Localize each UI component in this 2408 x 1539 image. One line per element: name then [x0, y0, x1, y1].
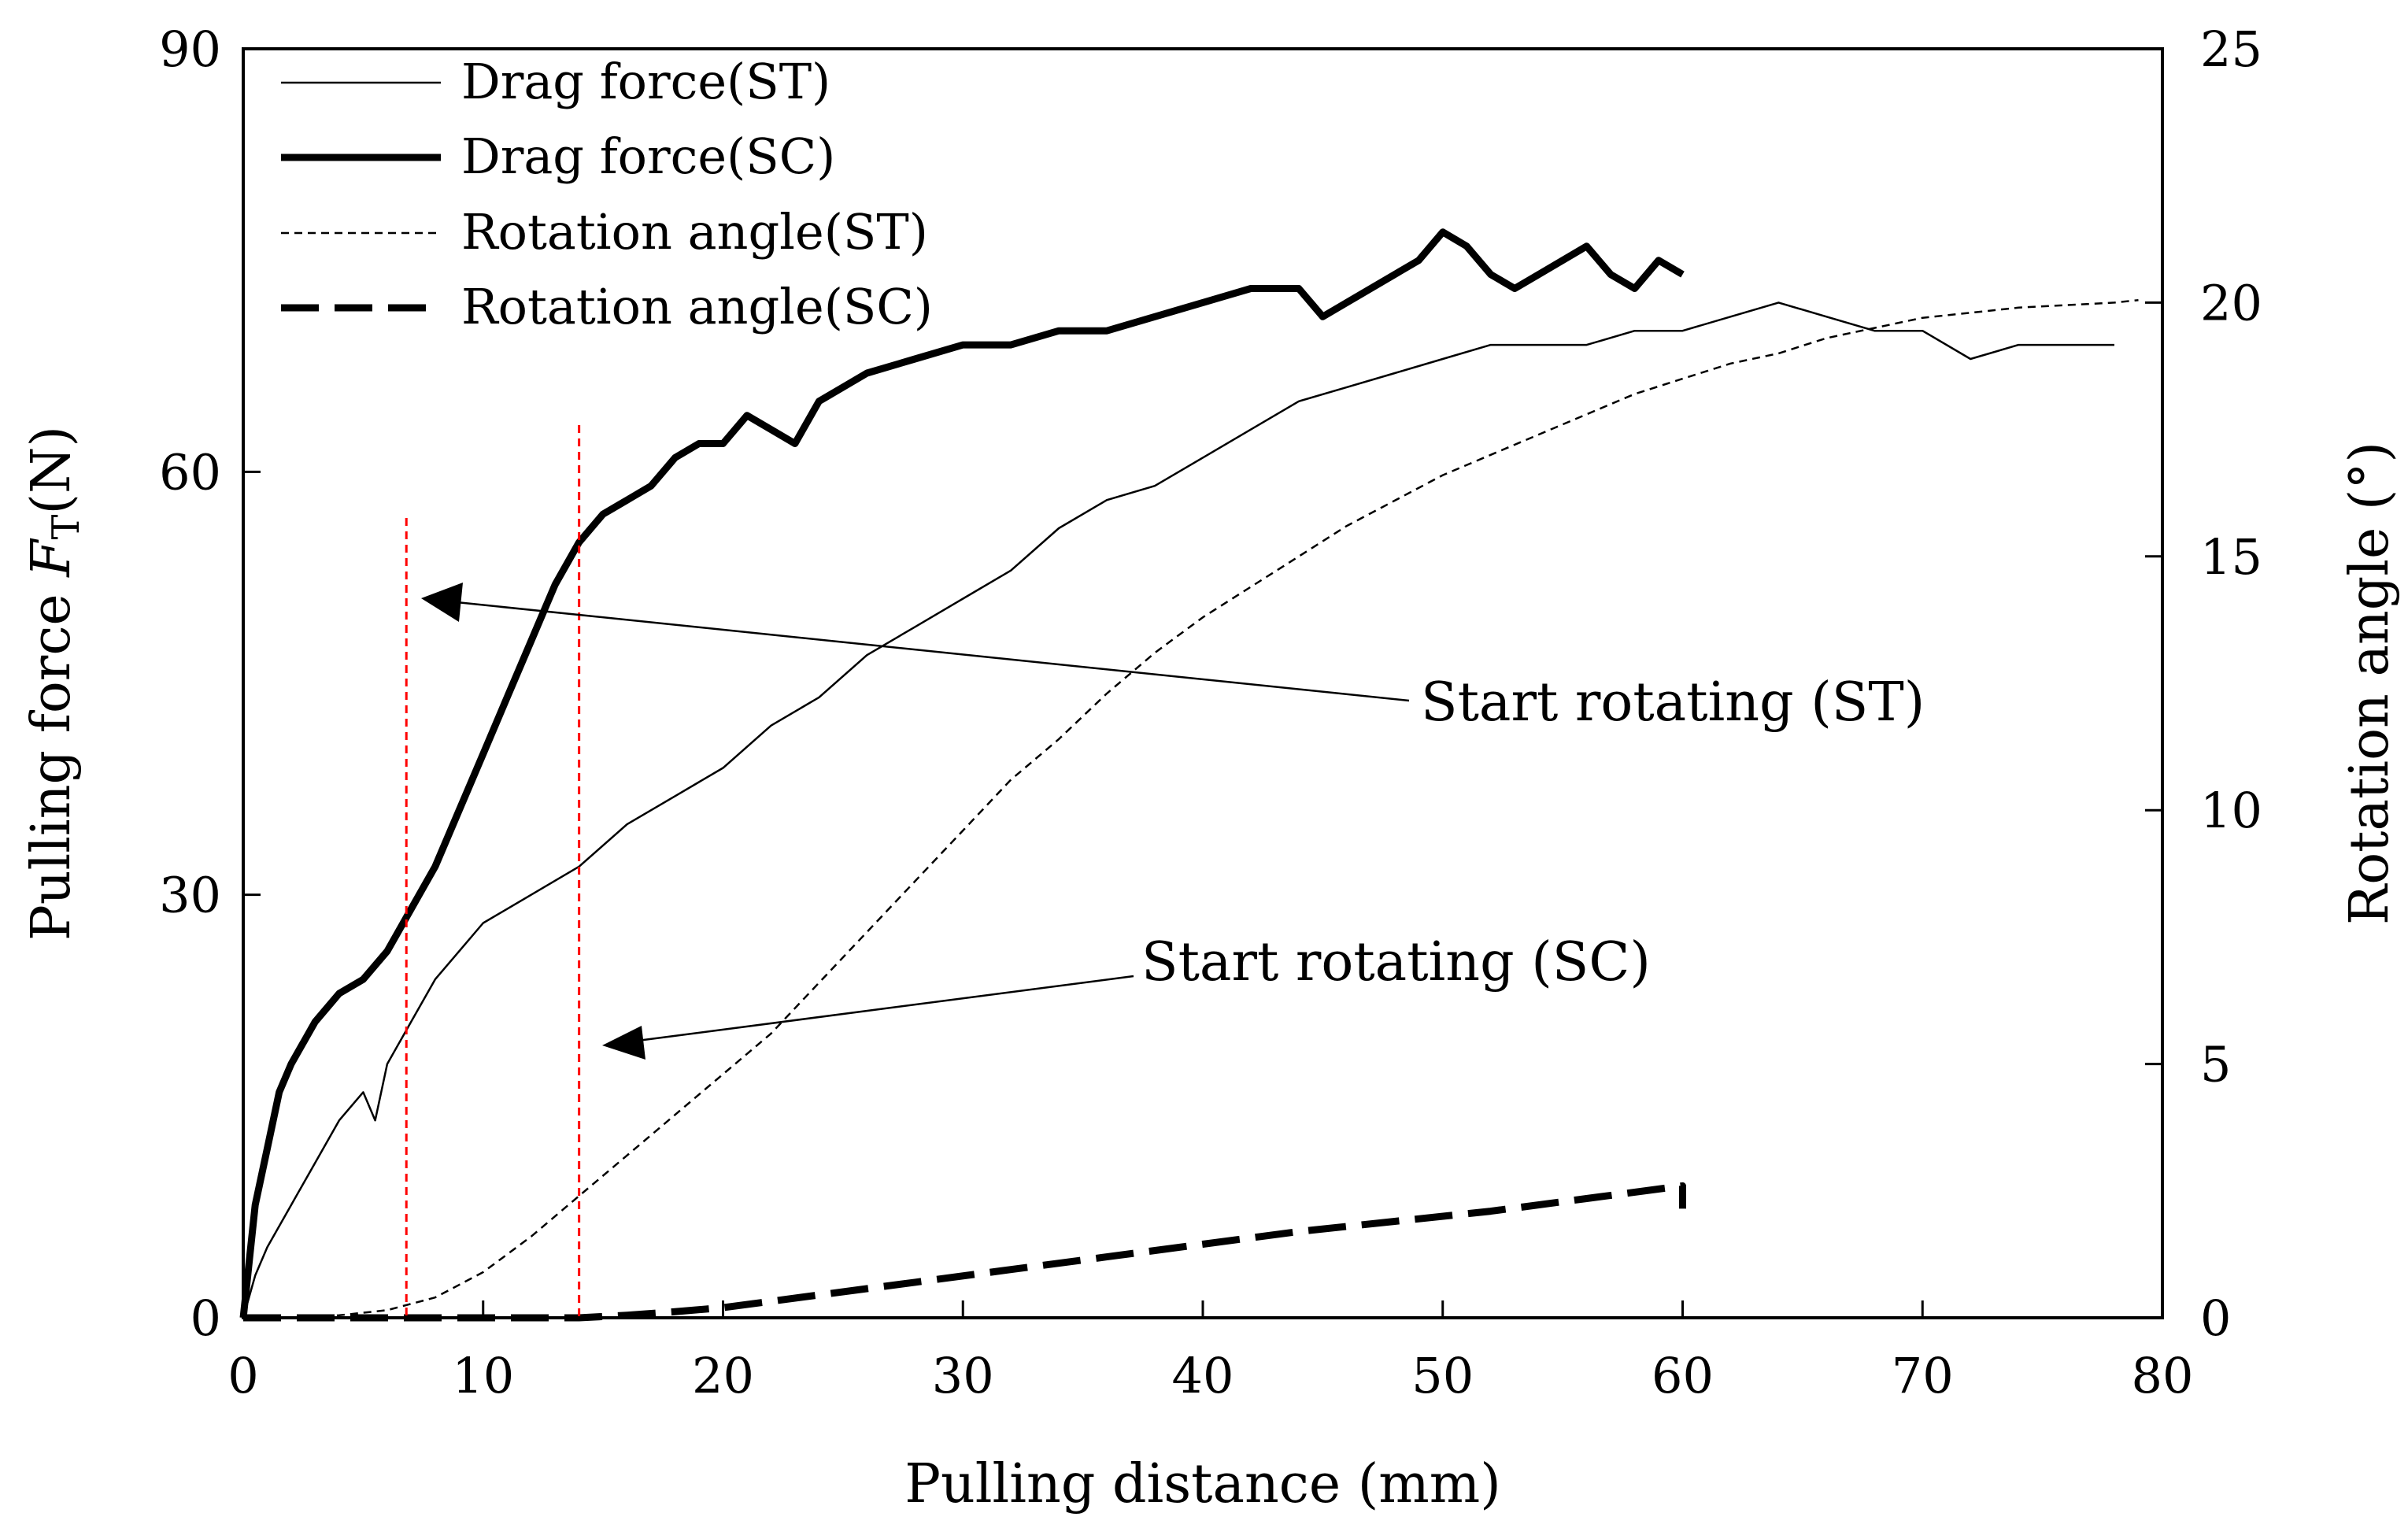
y-left-tick-label: 60 [159, 443, 221, 501]
y-axis-label-right: Rotation angle (°) [2339, 442, 2401, 925]
y-right-tick-label: 10 [2200, 782, 2262, 839]
legend: Drag force(ST) Drag force(SC) Rotation a… [281, 53, 933, 335]
annotations: Start rotating (ST) Start rotating (SC) [421, 583, 1925, 1060]
annotation-label-st: Start rotating (ST) [1421, 671, 1925, 734]
annotation-label-sc: Start rotating (SC) [1141, 931, 1651, 993]
x-tick-label: 30 [932, 1347, 994, 1404]
legend-label-rotation-angle-sc: Rotation angle(SC) [461, 278, 933, 335]
x-tick-label: 0 [227, 1347, 258, 1404]
legend-label-drag-force-st: Drag force(ST) [461, 53, 830, 110]
y-right-tick-label: 15 [2200, 528, 2262, 586]
y-right-tick-label: 0 [2200, 1289, 2231, 1347]
series-line-rotation-angle-sc [243, 1182, 1686, 1322]
y-axis-label-left: Pulling force FT(N) [20, 426, 88, 941]
annotation-arrowhead-sc [602, 1026, 645, 1060]
y-right-tick-label: 5 [2200, 1036, 2231, 1093]
y-axis-label-left-subscript: T [44, 515, 88, 540]
y-left-tick-label: 30 [159, 867, 221, 924]
y-axis-label-left-unit: (N) [20, 426, 83, 515]
x-tick-label: 50 [1411, 1347, 1474, 1404]
x-tick-label: 60 [1652, 1347, 1714, 1404]
y-left-tick-label: 0 [190, 1289, 221, 1347]
series-layer [239, 228, 2139, 1322]
x-tick-label: 20 [692, 1347, 754, 1404]
series-line-drag-force-st [242, 302, 2114, 1319]
x-axis-label: Pulling distance (mm) [904, 1453, 1501, 1515]
y-axis-label-left-text: Pulling force [20, 577, 83, 941]
x-tick-label: 80 [2132, 1347, 2194, 1404]
x-tick-label: 70 [1892, 1347, 1954, 1404]
y-right-tick-label: 25 [2200, 20, 2262, 78]
series-line-drag-force-sc [239, 228, 1685, 1319]
y-left-tick-label: 90 [159, 20, 221, 78]
series-line-rotation-angle-st [243, 298, 2139, 1319]
marker-layer [405, 425, 581, 1318]
x-tick-label: 40 [1172, 1347, 1234, 1404]
annotation-arrow-st [456, 601, 1410, 702]
annotation-arrow-sc [637, 975, 1134, 1042]
annotation-arrowhead-st [421, 583, 463, 622]
y-right-tick-label: 20 [2200, 274, 2262, 331]
legend-label-rotation-angle-st: Rotation angle(ST) [461, 203, 928, 261]
y-axis-label-left-symbol: F [20, 538, 83, 579]
x-tick-label: 10 [452, 1347, 514, 1404]
legend-label-drag-force-sc: Drag force(SC) [461, 128, 835, 185]
